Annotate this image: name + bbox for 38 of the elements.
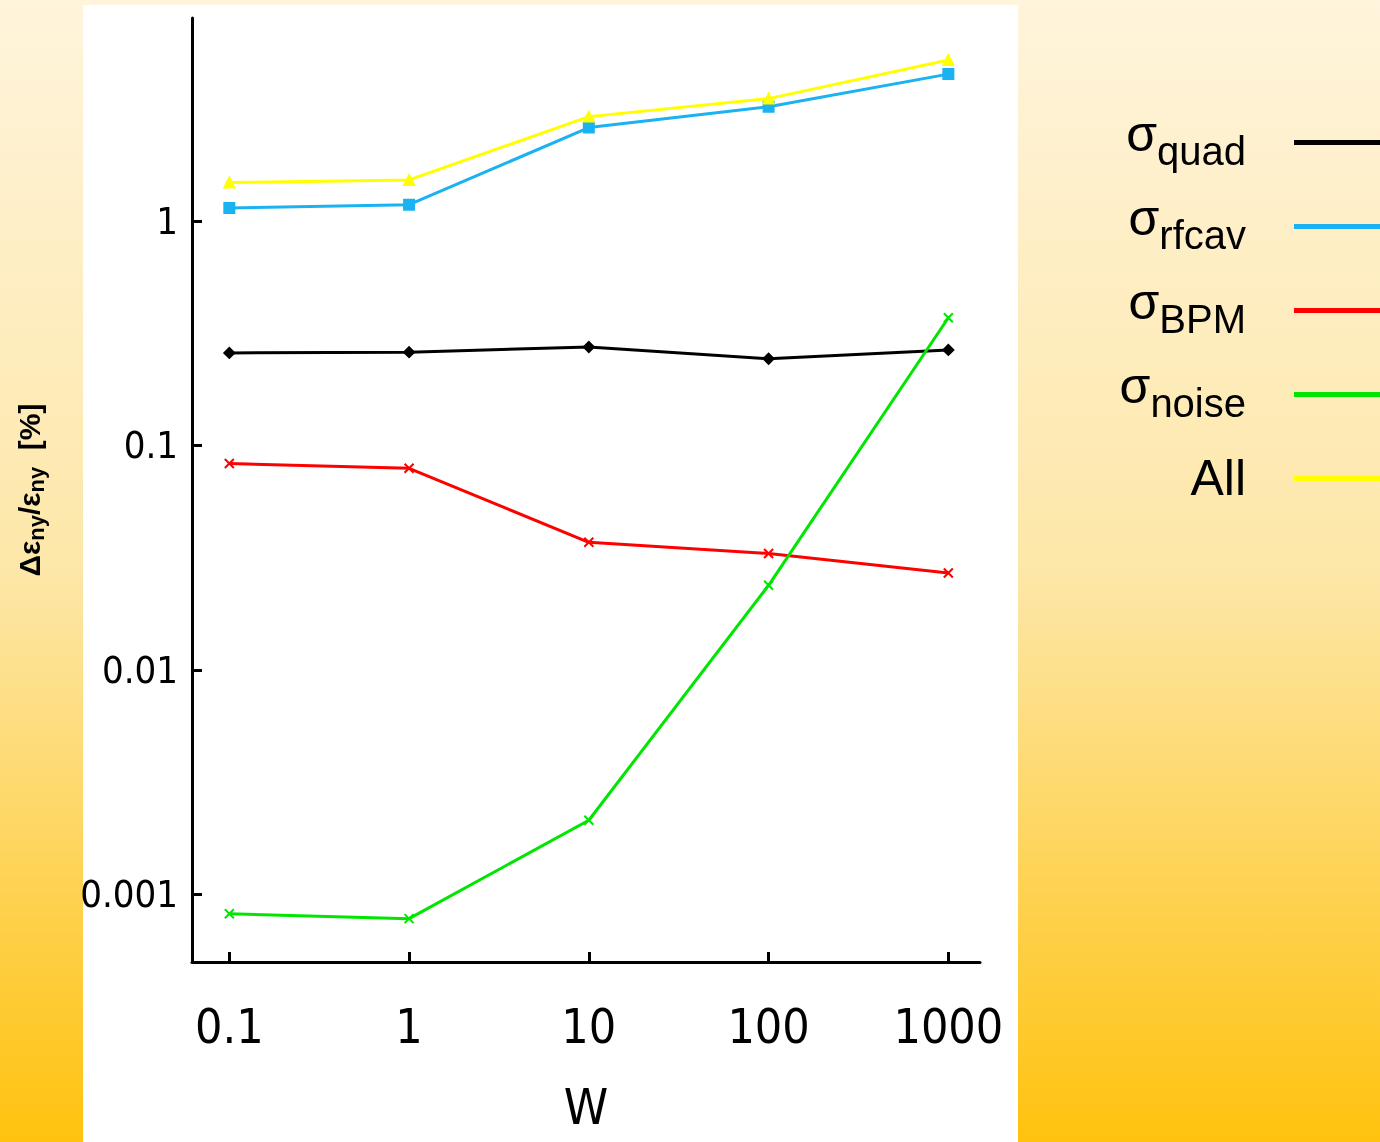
- y-tick-label: 0.01: [101, 647, 178, 692]
- point: [403, 346, 416, 359]
- point: [762, 352, 775, 365]
- point: [223, 346, 236, 359]
- y-tick-label: 1: [156, 198, 178, 243]
- y-tick-label: 0.1: [123, 423, 178, 468]
- x-tick-label: 100: [727, 998, 810, 1054]
- point: [223, 202, 236, 214]
- legend-label: σ$_{quad}$: [1126, 104, 1246, 175]
- point: [583, 814, 595, 826]
- point: [403, 198, 416, 211]
- x-axis-title: W: [563, 1078, 609, 1136]
- point: [763, 547, 775, 559]
- point: [942, 68, 955, 81]
- legend-label: σ$_{rfcav}$: [1128, 188, 1246, 259]
- point: [403, 913, 415, 925]
- point: [763, 579, 775, 591]
- point: [223, 176, 236, 189]
- point: [762, 92, 775, 105]
- legend-label: σ$_{noise}$: [1119, 356, 1246, 427]
- point: [942, 312, 954, 324]
- y-axis-title: Δεny/εny [%]: [12, 403, 49, 577]
- point: [942, 567, 954, 579]
- x-tick-label: 10: [561, 998, 617, 1054]
- point: [403, 173, 416, 186]
- point: [583, 536, 595, 548]
- point: [582, 121, 595, 134]
- point: [223, 457, 235, 469]
- x-tick-label: 0.1: [194, 998, 264, 1054]
- x-tick-label: 1: [395, 998, 423, 1054]
- legend-label: σ$_{BPM}$: [1128, 272, 1246, 343]
- x-tick-label: 1000: [893, 998, 1004, 1054]
- legend-label: All: [1190, 449, 1246, 508]
- point: [582, 341, 595, 354]
- point: [582, 110, 595, 123]
- point: [403, 462, 415, 474]
- point: [942, 343, 955, 356]
- point: [223, 908, 235, 920]
